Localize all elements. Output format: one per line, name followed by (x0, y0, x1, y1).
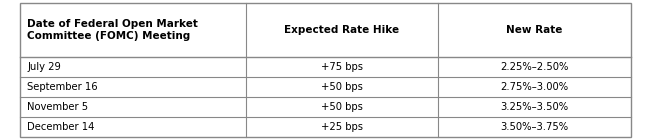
Text: +25 bps: +25 bps (321, 122, 363, 132)
Text: New Rate: New Rate (506, 24, 562, 35)
Text: September 16: September 16 (27, 82, 98, 92)
Text: +75 bps: +75 bps (321, 62, 363, 72)
Text: December 14: December 14 (27, 122, 95, 132)
Text: 2.25%–2.50%: 2.25%–2.50% (500, 62, 569, 72)
Text: 3.25%–3.50%: 3.25%–3.50% (500, 102, 568, 112)
Text: +50 bps: +50 bps (321, 82, 363, 92)
Text: November 5: November 5 (27, 102, 88, 112)
Text: 3.50%–3.75%: 3.50%–3.75% (500, 122, 568, 132)
Text: 2.75%–3.00%: 2.75%–3.00% (500, 82, 568, 92)
Text: July 29: July 29 (27, 62, 61, 72)
Text: Date of Federal Open Market
Committee (FOMC) Meeting: Date of Federal Open Market Committee (F… (27, 18, 198, 40)
Text: Expected Rate Hike: Expected Rate Hike (284, 24, 399, 35)
Text: +50 bps: +50 bps (321, 102, 363, 112)
